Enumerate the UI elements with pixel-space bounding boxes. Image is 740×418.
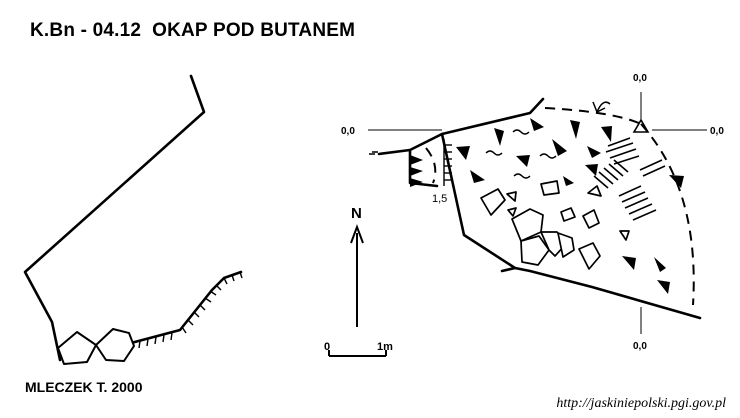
source-url: http://jaskiniepolski.pgi.gov.pl [556, 396, 726, 411]
scale-start-label: 0 [324, 341, 330, 353]
drop-edge-symbol [443, 139, 452, 186]
datum-label-bottom: 0,0 [633, 341, 647, 352]
north-arrow [350, 224, 364, 327]
cave-outline-solid [377, 97, 702, 320]
north-label: N [351, 205, 362, 222]
cave-outline-dashed [425, 107, 695, 306]
scale-bar [328, 350, 387, 357]
flowstone-hatching [593, 137, 666, 221]
plan-boulders [480, 180, 630, 270]
map-title: K.Bn - 04.12 OKAP POD BUTANEM [30, 20, 356, 41]
depth-label: 1,5 [432, 193, 447, 205]
floor-hatching [138, 271, 243, 349]
entrance-arrow-symbol [592, 101, 611, 114]
cross-section-profile [23, 74, 243, 362]
author-label: MLECZEK T. 2000 [25, 379, 143, 395]
scale-end-label: 1m [377, 341, 393, 353]
datum-label-top: 0,0 [633, 73, 647, 84]
scree-triangles [456, 118, 684, 294]
tilde-marks [485, 129, 557, 179]
datum-label-right: 0,0 [710, 126, 724, 137]
entrance-triangles [410, 155, 423, 187]
section-boulders [57, 328, 135, 365]
datum-label-left: 0,0 [341, 126, 355, 137]
datum-lines [368, 92, 707, 334]
entrance-tail [369, 151, 378, 155]
